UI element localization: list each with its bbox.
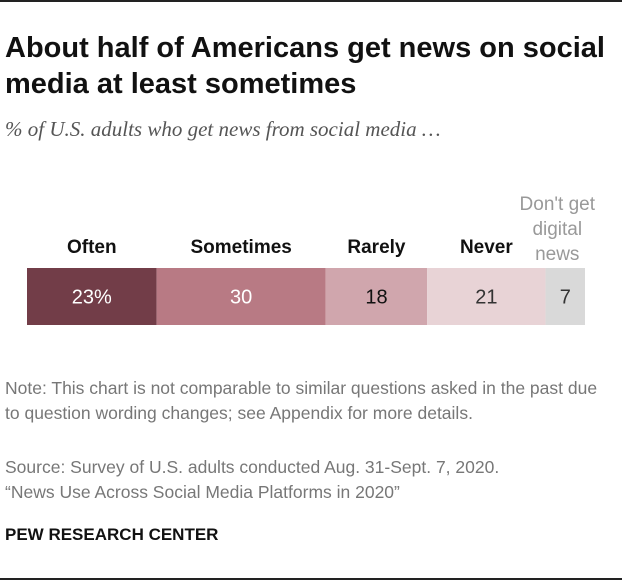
- data-label: 30: [230, 287, 252, 309]
- note-text: Note: This chart is not comparable to si…: [5, 378, 598, 423]
- data-label: 18: [365, 287, 387, 309]
- stacked-bar-chart: 23% Often 30 Sometimes 18 Rarely 21 Never 7 Don't…: [27, 194, 596, 325]
- data-label: 7: [560, 287, 571, 309]
- data-label: 23%: [72, 287, 112, 309]
- source-text: Source: Survey of U.S. adults conducted …: [5, 457, 500, 477]
- bar-segment: [156, 268, 326, 325]
- chart-title: About half of Americans get news on soci…: [5, 32, 605, 100]
- category-label: Don't get digital news: [520, 194, 596, 265]
- chart-subtitle: % of U.S. adults who get news from socia…: [5, 117, 441, 141]
- bar-segment: [545, 268, 585, 325]
- category-label: Never: [460, 237, 513, 258]
- bottom-rule: [0, 578, 622, 580]
- top-rule: [0, 0, 622, 2]
- bar-segment: [427, 268, 546, 325]
- report-title: “News Use Across Social Media Platforms …: [5, 482, 400, 502]
- category-label: Rarely: [347, 237, 406, 258]
- bar-segment: [27, 268, 157, 325]
- pew-logo-text: PEW RESEARCH CENTER: [5, 525, 219, 544]
- category-label: Sometimes: [190, 237, 291, 258]
- bar-segment: [325, 268, 428, 325]
- data-label: 21: [475, 287, 497, 309]
- category-label: Often: [67, 237, 117, 258]
